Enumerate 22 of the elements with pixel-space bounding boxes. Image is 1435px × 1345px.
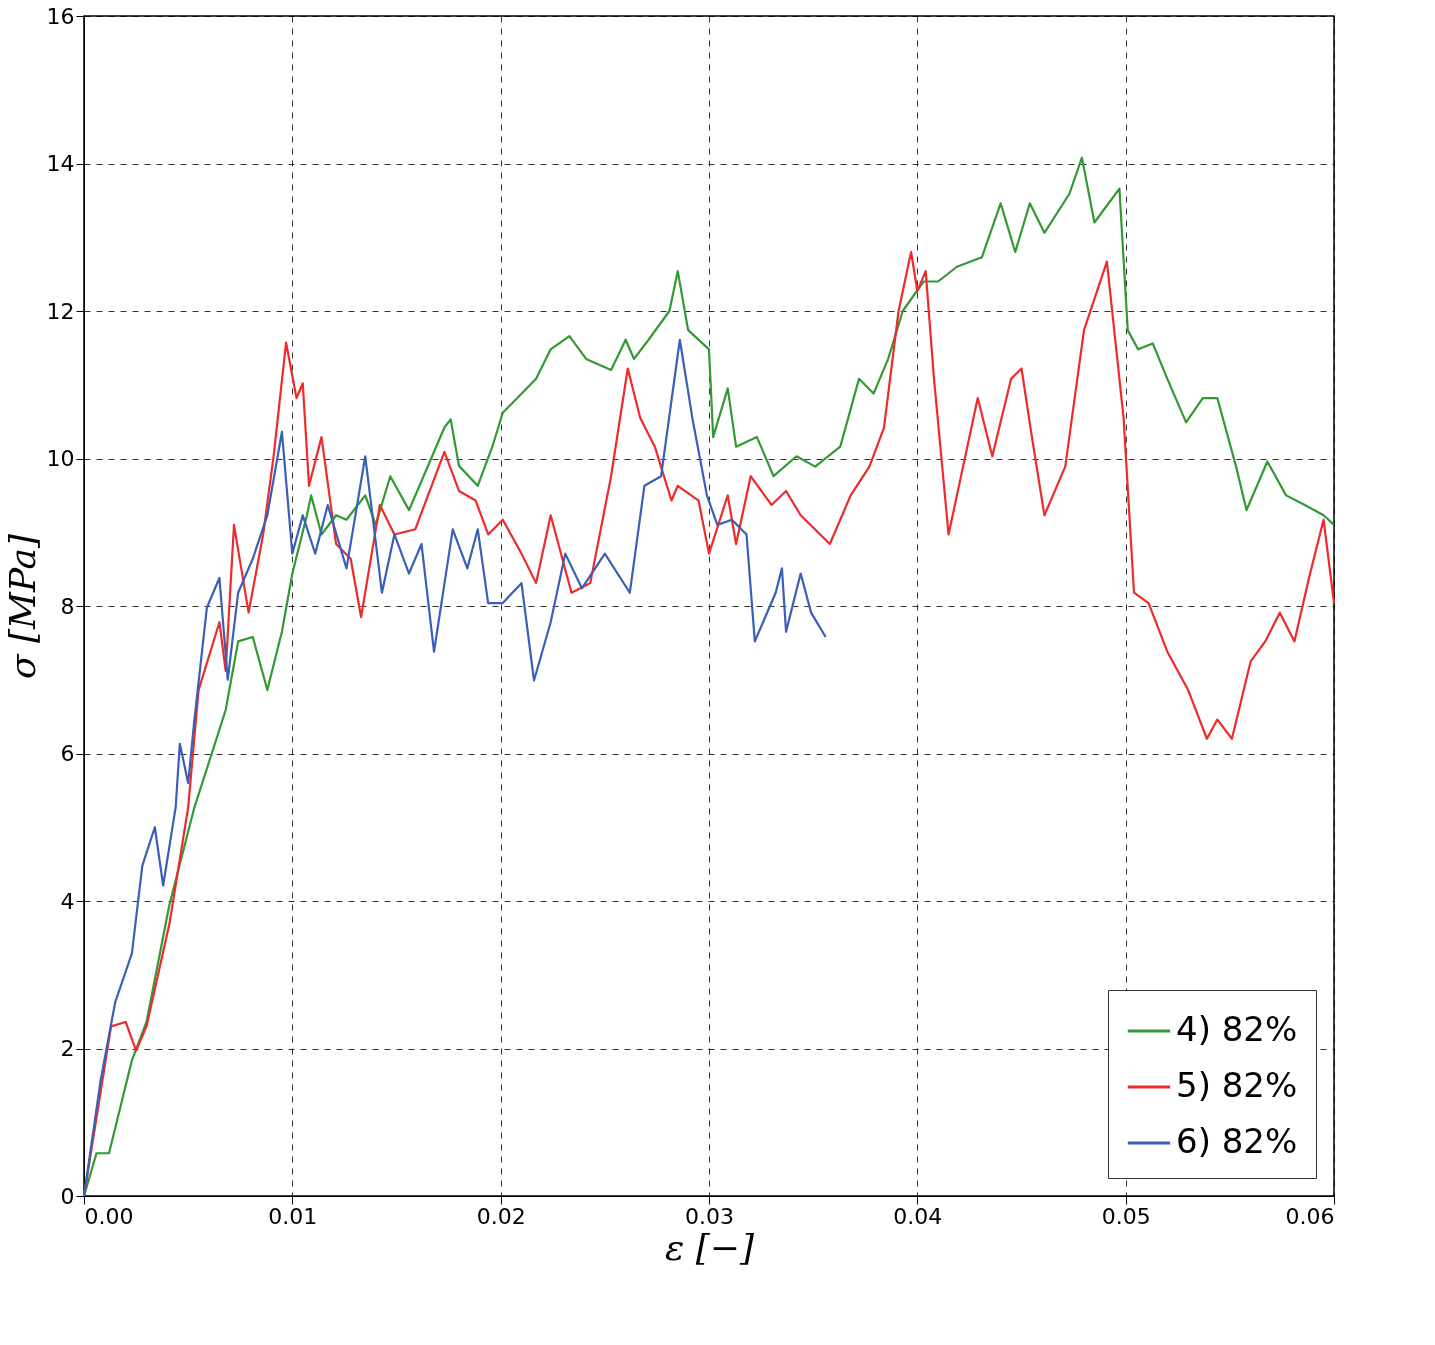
legend-label: 4) 82%	[1176, 1009, 1298, 1049]
y-tick-label: 8	[60, 593, 75, 619]
y-tick-label: 14	[46, 151, 75, 176]
y-tick-label: 4	[60, 888, 75, 914]
line-series	[82, 338, 827, 1198]
y-tick-label: 2	[60, 1036, 75, 1061]
x-tick-label: 0.02	[476, 1203, 526, 1229]
y-tick-label: 6	[60, 741, 75, 766]
y-tick-label: 10	[46, 446, 75, 471]
x-tick-label: 0.05	[1101, 1203, 1151, 1229]
legend-label: 6) 82%	[1176, 1121, 1298, 1161]
x-tick-label: 0.03	[685, 1203, 734, 1229]
y-tick-label: 0	[60, 1183, 75, 1209]
y-tick-label: 12	[46, 298, 75, 324]
x-tick-label: 0.04	[893, 1203, 943, 1229]
y-tick-label: 16	[46, 3, 75, 29]
x-tick-label: 0.01	[268, 1203, 318, 1229]
x-axis-title: ε [−]	[664, 1226, 755, 1268]
x-tick-label: 0.00	[84, 1203, 134, 1229]
y-axis-title: σ [MPa]	[1, 533, 43, 680]
legend-label: 5) 82%	[1176, 1065, 1298, 1105]
x-tick-label: 0.06	[1285, 1203, 1335, 1229]
